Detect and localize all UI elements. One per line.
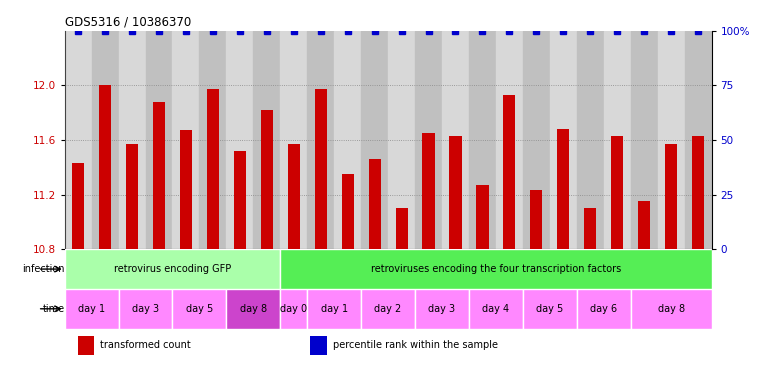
Bar (557, 129, 569, 249)
Bar (310, 336, 326, 355)
Bar (523, 289, 577, 329)
Bar (261, 110, 273, 249)
Bar (173, 289, 227, 329)
Bar (611, 136, 623, 249)
Bar (153, 102, 165, 249)
Text: day 8: day 8 (658, 304, 685, 314)
Bar (72, 163, 84, 249)
Bar (577, 289, 631, 329)
Bar (550, 31, 577, 249)
Bar (442, 31, 469, 249)
Bar (603, 31, 631, 249)
Bar (496, 31, 523, 249)
Bar (180, 131, 192, 249)
Bar (469, 31, 496, 249)
Text: retrovirus encoding GFP: retrovirus encoding GFP (114, 264, 231, 274)
Bar (476, 185, 489, 249)
Bar (288, 144, 300, 249)
Text: GDS5316 / 10386370: GDS5316 / 10386370 (65, 15, 191, 28)
Bar (314, 89, 326, 249)
Bar (119, 31, 145, 249)
Bar (469, 289, 523, 329)
Bar (422, 133, 435, 249)
Text: day 5: day 5 (186, 304, 213, 314)
Bar (119, 289, 173, 329)
Bar (692, 136, 704, 249)
Bar (207, 89, 219, 249)
Text: day 1: day 1 (320, 304, 348, 314)
Bar (631, 289, 712, 329)
Text: day 8: day 8 (240, 304, 267, 314)
Bar (415, 31, 442, 249)
Bar (530, 190, 543, 249)
Text: day 0: day 0 (280, 304, 307, 314)
Text: day 1: day 1 (78, 304, 105, 314)
Bar (65, 249, 280, 289)
Bar (91, 31, 119, 249)
Bar (199, 31, 227, 249)
Bar (227, 31, 253, 249)
Bar (368, 159, 380, 249)
Bar (503, 95, 515, 249)
Bar (307, 31, 334, 249)
Text: day 6: day 6 (591, 304, 617, 314)
Bar (523, 31, 550, 249)
Bar (227, 289, 280, 329)
Text: transformed count: transformed count (100, 340, 191, 350)
Bar (415, 289, 469, 329)
Bar (280, 31, 307, 249)
Bar (78, 336, 94, 355)
Bar (65, 31, 91, 249)
Bar (631, 31, 658, 249)
Text: day 5: day 5 (537, 304, 563, 314)
Text: day 3: day 3 (428, 304, 456, 314)
Bar (334, 31, 361, 249)
Bar (665, 144, 677, 249)
Bar (361, 31, 388, 249)
Text: day 2: day 2 (374, 304, 402, 314)
Bar (658, 31, 685, 249)
Bar (584, 208, 597, 249)
Text: time: time (43, 304, 65, 314)
Bar (280, 289, 307, 329)
Bar (577, 31, 603, 249)
Bar (280, 249, 712, 289)
Text: day 4: day 4 (482, 304, 509, 314)
Bar (99, 85, 111, 249)
Bar (450, 136, 462, 249)
Bar (388, 31, 415, 249)
Bar (65, 289, 119, 329)
Bar (126, 144, 139, 249)
Bar (234, 151, 246, 249)
Text: day 3: day 3 (132, 304, 159, 314)
Bar (342, 174, 354, 249)
Bar (361, 289, 415, 329)
Bar (145, 31, 173, 249)
Bar (396, 208, 408, 249)
Bar (307, 289, 361, 329)
Bar (173, 31, 199, 249)
Text: infection: infection (22, 264, 65, 274)
Bar (685, 31, 712, 249)
Text: percentile rank within the sample: percentile rank within the sample (333, 340, 498, 350)
Bar (638, 202, 650, 249)
Text: retroviruses encoding the four transcription factors: retroviruses encoding the four transcrip… (371, 264, 621, 274)
Bar (253, 31, 280, 249)
